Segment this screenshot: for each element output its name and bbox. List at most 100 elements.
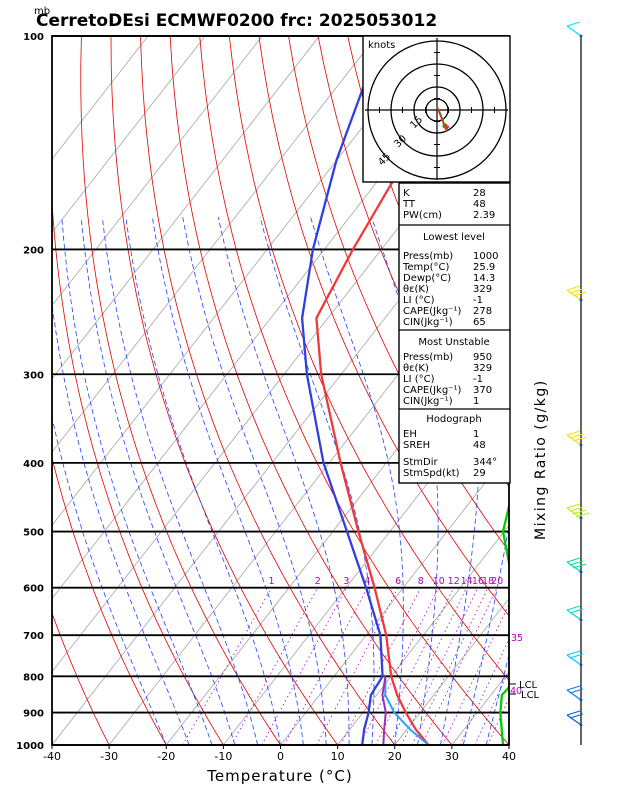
hodograph-units: knots <box>368 40 395 51</box>
moist-adiabat <box>151 216 304 745</box>
mixing-ratio-label: 12 <box>448 576 460 587</box>
dry-adiabat <box>258 36 509 617</box>
mixing-ratio-label: 20 <box>491 576 503 587</box>
temperature-tick-label: -40 <box>43 750 61 763</box>
mixing-ratio-label: 8 <box>418 576 424 587</box>
pressure-tick-label: 200 <box>23 245 44 256</box>
pressure-tick-label: 100 <box>23 32 44 43</box>
storm-motion-arrowhead <box>442 124 450 132</box>
wind-barb <box>566 685 584 702</box>
index-pwcm-value: 2.39 <box>473 210 495 221</box>
mixing-ratio-line <box>487 697 509 745</box>
temperature-tick-label: 0 <box>277 750 284 763</box>
mixing-ratio-label: 16 <box>472 576 484 587</box>
dry-adiabat <box>555 36 618 745</box>
lowest-level-row-value: -1 <box>473 295 483 306</box>
chart-title: CerretoDEsi ECMWF0200 frc: 2025053012 <box>36 11 437 31</box>
dry-adiabat <box>140 36 396 745</box>
dry-adiabat <box>584 36 618 745</box>
dry-adiabat <box>80 36 281 745</box>
dry-adiabat <box>52 456 167 745</box>
isotherm <box>52 36 434 526</box>
dry-adiabat <box>52 36 224 745</box>
moist-adiabat <box>101 216 258 745</box>
temperature-tick-labels: -40 -30 -20 -10 0 10 20 30 40 <box>43 745 516 763</box>
isotherm <box>52 36 377 453</box>
dry-adiabat <box>110 36 338 745</box>
dry-adiabat <box>52 612 110 745</box>
mixing-ratio-line <box>442 603 509 745</box>
mixing-ratio-line <box>411 587 489 745</box>
mixing-ratio-line <box>375 587 455 745</box>
wind-barb <box>566 285 587 302</box>
mixing-ratio-label: 4 <box>364 576 370 587</box>
hodograph-param-row-label: EH <box>403 429 417 440</box>
lowest-level-row-label: CIN(Jkg⁻¹) <box>403 317 453 328</box>
pressure-tick-labels: 100 200 300 400 500 600 700 800 900 1000 <box>16 32 44 752</box>
index-k-label: K <box>403 188 410 199</box>
most-unstable-row-value: 1 <box>473 396 479 407</box>
index-pwcm-label: PW(cm) <box>403 210 442 221</box>
isotherm <box>108 231 509 745</box>
mixing-ratio-line <box>421 587 498 745</box>
lowest-level-row-label: Dewp(°C) <box>403 273 451 284</box>
moist-adiabat <box>217 216 350 745</box>
most-unstable-row-value: -1 <box>473 374 483 385</box>
pressure-tick-label: 900 <box>23 709 44 720</box>
pressure-tick-label: 1000 <box>16 741 44 752</box>
pressure-tick-label: 300 <box>23 370 44 381</box>
mixing-ratio-label: 10 <box>433 576 445 587</box>
index-tt-value: 48 <box>473 199 486 210</box>
most-unstable-row-value: 370 <box>473 385 492 396</box>
isotherm <box>52 36 149 160</box>
isotherm <box>508 744 509 745</box>
isotherm <box>394 597 509 745</box>
hodograph-param-row-value: 29 <box>473 468 486 479</box>
most-unstable-row-value: 329 <box>473 363 492 374</box>
moist-adiabat <box>52 415 167 745</box>
most-unstable-row-label: Press(mb) <box>403 352 453 363</box>
wind-barb <box>566 21 583 38</box>
lowest-level-row-value: 329 <box>473 284 492 295</box>
dry-adiabat <box>288 36 509 552</box>
mixing-ratio-label: 2 <box>315 576 321 587</box>
temperature-tick-label: -20 <box>157 750 175 763</box>
lowest-level-row-value: 65 <box>473 317 486 328</box>
dry-adiabat <box>228 36 509 681</box>
moist-adiabat <box>61 216 213 745</box>
mixing-ratio-label: 6 <box>395 576 401 587</box>
mixing-ratio-label: 1 <box>268 576 274 587</box>
moist-adiabat <box>508 743 509 745</box>
isotherm <box>52 36 263 307</box>
lowest-level-row-label: Press(mb) <box>403 251 453 262</box>
lcl-label-lower: LCL <box>521 690 540 701</box>
temperature-tick-label: 30 <box>445 750 459 763</box>
hodograph-params-header: Hodograph <box>426 414 481 425</box>
profile-parcel <box>384 676 430 745</box>
pressure-tick-label: 800 <box>23 672 44 683</box>
temperature-tick-label: 10 <box>331 750 345 763</box>
moist-adiabat <box>125 216 281 745</box>
mixing-ratio-line <box>231 587 319 745</box>
dry-adiabat <box>199 36 509 745</box>
lowest-level-row-label: CAPE(Jkg⁻¹) <box>403 306 461 317</box>
wind-barb <box>566 503 590 520</box>
index-k-value: 28 <box>473 188 486 199</box>
most-unstable-header: Most Unstable <box>418 337 489 348</box>
lcl-label-upper: LCL <box>519 680 538 691</box>
x-axis-label: Temperature (°C) <box>206 767 352 785</box>
hodograph-param-row-value: 48 <box>473 440 486 451</box>
index-tt-label: TT <box>402 199 416 210</box>
mixing-ratio-label: 35 <box>511 633 523 644</box>
hodograph-panel: knots 15 30 45 <box>362 35 511 183</box>
most-unstable-row-value: 950 <box>473 352 492 363</box>
lowest-level-row-value: 25.9 <box>473 262 495 273</box>
hodograph-param-row-label: StmDir <box>403 457 438 468</box>
hodograph-param-row-value: 1 <box>473 429 479 440</box>
mixing-ratio-line <box>283 587 368 745</box>
dry-adiabat <box>614 36 618 745</box>
lcl-markers: LCL LCL <box>509 680 540 701</box>
profile-wetbulb <box>381 676 387 745</box>
